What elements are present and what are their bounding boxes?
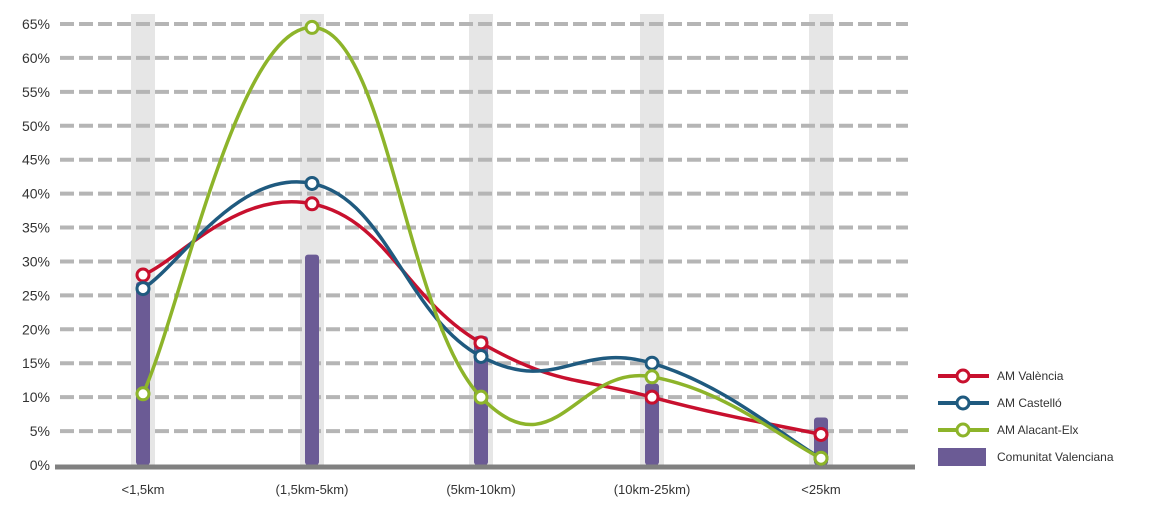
bar-series [136, 254, 828, 465]
series-point [644, 369, 660, 385]
legend-label: AM Alacant-Elx [997, 423, 1079, 437]
legend-label: AM València [997, 369, 1064, 383]
bar [645, 383, 659, 465]
y-tick-label: 30% [22, 253, 50, 269]
background-column [809, 14, 833, 465]
line-series [135, 19, 829, 466]
x-axis-tick-labels: <1,5km (1,5km-5km) (5km-10km) (10km-25km) <2… [122, 482, 841, 497]
y-tick-label: 35% [22, 220, 50, 236]
bar [136, 281, 150, 465]
legend-item-am-valencia: AM València [936, 366, 1114, 386]
legend-item-am-alacant-elx: AM Alacant-Elx [936, 420, 1114, 440]
x-tick-label: <25km [801, 482, 840, 497]
legend-swatch-comunitat-valenciana [938, 448, 986, 466]
series-line [142, 180, 822, 460]
bar [305, 254, 319, 465]
series-point [813, 426, 829, 442]
series-point [135, 386, 151, 402]
y-tick-label: 40% [22, 186, 50, 202]
y-tick-label: 65% [22, 16, 50, 32]
legend-swatch-am-castello [938, 395, 989, 411]
background-columns [131, 14, 833, 465]
y-tick-label: 20% [22, 321, 50, 337]
legend-swatch-am-alacant-elx [938, 422, 989, 438]
legend-label: AM Castelló [997, 396, 1062, 410]
y-tick-label: 15% [22, 355, 50, 371]
series-point [644, 389, 660, 405]
y-tick-label: 55% [22, 84, 50, 100]
series-point [813, 450, 829, 466]
series-point [644, 355, 660, 371]
x-tick-label: (10km-25km) [614, 482, 691, 497]
y-axis-tick-labels: 0% 5% 10% 15% 20% 25% 30% 35% 40% 45% 50% 55% 60% 65% [22, 16, 50, 473]
series-point [304, 19, 320, 35]
y-tick-label: 5% [30, 423, 50, 439]
series-line [142, 200, 822, 437]
series-point [473, 335, 489, 351]
series-point [135, 281, 151, 297]
y-tick-label: 25% [22, 287, 50, 303]
x-tick-label: <1,5km [122, 482, 165, 497]
series-point [304, 175, 320, 191]
series-point [304, 196, 320, 212]
y-tick-label: 60% [22, 50, 50, 66]
x-tick-label: (5km-10km) [446, 482, 515, 497]
y-tick-label: 50% [22, 118, 50, 134]
legend-label: Comunitat Valenciana [997, 450, 1114, 464]
series-point [473, 389, 489, 405]
y-tick-label: 45% [22, 152, 50, 168]
y-tick-label: 0% [30, 457, 50, 473]
legend: AM València AM Castelló AM Alacant-Elx C… [936, 366, 1114, 467]
legend-item-comunitat-valenciana: Comunitat Valenciana [936, 447, 1114, 467]
x-tick-label: (1,5km-5km) [276, 482, 349, 497]
series-point [135, 267, 151, 283]
y-tick-label: 10% [22, 389, 50, 405]
series-point [473, 348, 489, 364]
series-line [141, 25, 822, 460]
legend-swatch-am-valencia [938, 368, 989, 384]
legend-item-am-castello: AM Castelló [936, 393, 1114, 413]
